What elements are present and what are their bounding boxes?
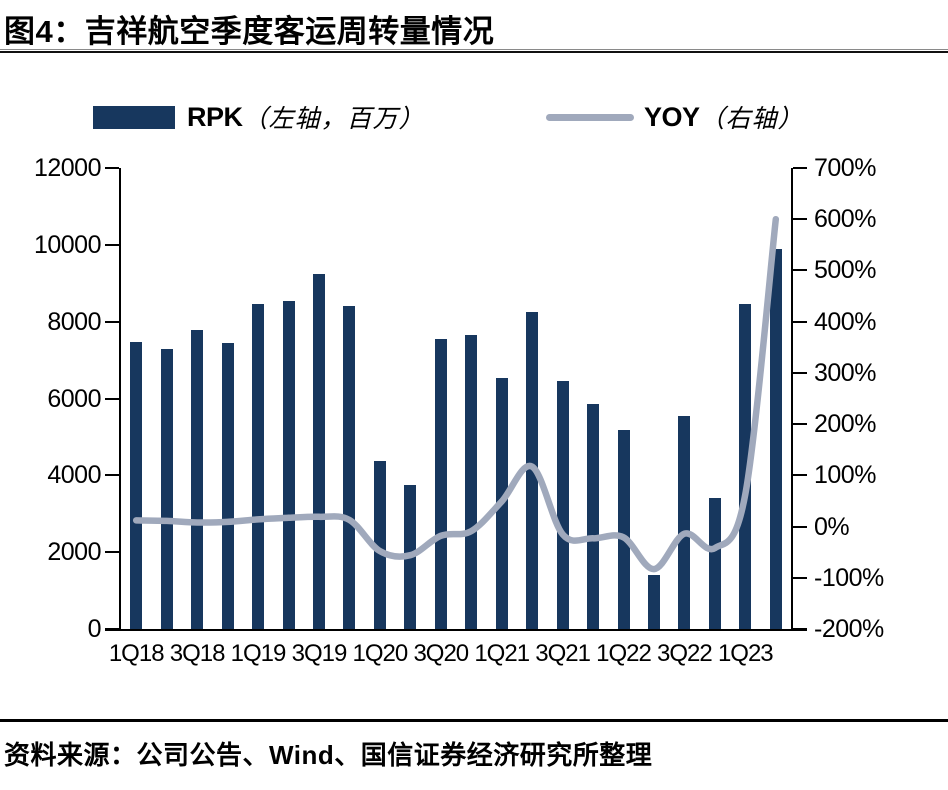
right-axis-tick-label: 300%: [814, 358, 876, 387]
rpk-bar: [434, 339, 447, 629]
footer-separator: [0, 719, 948, 722]
x-axis-tick-label: 3Q21: [535, 640, 591, 667]
yoy-line: [132, 215, 780, 573]
rpk-bar: [617, 429, 630, 629]
rpk-bar: [739, 303, 752, 629]
left-axis-tick: [105, 551, 119, 554]
x-axis-tick-label: 1Q19: [230, 640, 287, 667]
right-axis-tick: [793, 628, 807, 630]
left-axis-tick: [105, 320, 119, 323]
right-axis-tick-label: -100%: [814, 563, 884, 592]
rpk-bar: [769, 249, 782, 629]
left-axis-tick-label: 0: [87, 615, 102, 643]
left-axis-tick: [105, 397, 119, 400]
right-axis-line: [791, 168, 793, 629]
left-axis-tick-label: 2000: [47, 538, 101, 567]
rpk-bar: [465, 334, 478, 629]
left-axis-tick: [105, 474, 119, 477]
right-axis-tick: [793, 269, 807, 272]
x-axis-tick-label: 3Q20: [413, 640, 469, 667]
rpk-bar: [708, 498, 721, 629]
left-axis-tick-label: 6000: [47, 384, 101, 413]
rpk-bar: [191, 329, 204, 629]
x-axis-tick-label: 1Q22: [596, 640, 652, 667]
right-axis-tick: [793, 474, 807, 477]
rpk-bar: [678, 415, 691, 629]
right-axis-tick-label: 0%: [814, 512, 850, 541]
legend-item-rpk: RPK （左轴，百万）: [93, 101, 425, 133]
x-axis-tick-label: 1Q23: [717, 640, 774, 667]
right-axis-tick: [793, 576, 807, 579]
yoy-line-path: [132, 215, 780, 573]
right-axis-tick: [793, 167, 807, 169]
rpk-bar: [160, 348, 173, 629]
right-axis-tick-label: 600%: [814, 205, 876, 234]
left-axis-line: [119, 168, 121, 629]
right-axis-tick-label: -200%: [814, 615, 884, 643]
rpk-bar: [282, 301, 295, 629]
legend-label-yoy: YOY: [644, 101, 700, 132]
left-axis-tick-label: 10000: [33, 230, 102, 259]
right-axis-tick: [793, 320, 807, 323]
x-axis-tick-label: 3Q22: [657, 640, 713, 667]
legend-label-rpk: RPK: [187, 101, 243, 132]
left-axis-tick-label: 8000: [47, 307, 101, 336]
x-axis-tick-label: 1Q21: [474, 640, 530, 667]
right-axis-tick-label: 700%: [814, 154, 876, 182]
x-axis-line: [105, 629, 807, 631]
x-axis-tick-label: 1Q20: [352, 640, 409, 667]
left-axis-tick: [105, 167, 119, 169]
right-axis-tick-label: 100%: [814, 461, 876, 490]
rpk-bar: [556, 381, 569, 629]
left-axis-tick-label: 12000: [33, 154, 102, 182]
rpk-bar: [313, 273, 325, 629]
right-axis-tick-label: 500%: [814, 256, 876, 285]
legend-item-yoy: YOY （右轴）: [546, 101, 804, 133]
left-axis-tick: [105, 243, 119, 246]
right-axis-tick: [793, 218, 807, 221]
rpk-bar: [343, 305, 356, 629]
x-axis-tick-label: 3Q19: [291, 640, 348, 667]
title-separator: [0, 49, 948, 53]
chart-plot-area: [121, 168, 791, 629]
rpk-bar: [130, 342, 143, 629]
rpk-bar-swatch-icon: [93, 105, 175, 129]
yoy-line-swatch-icon: [546, 113, 634, 121]
rpk-bar: [373, 460, 386, 629]
right-axis-tick-label: 400%: [814, 307, 876, 336]
left-axis-tick: [105, 628, 119, 630]
right-axis-tick: [793, 371, 807, 374]
legend-qualifier-rpk: （左轴，百万）: [242, 106, 425, 133]
x-axis-tick-label: 3Q18: [169, 640, 226, 667]
rpk-bar: [221, 342, 234, 629]
rpk-bar: [252, 303, 264, 629]
rpk-bar: [648, 575, 660, 629]
source-note: 资料来源：公司公告、Wind、国信证券经济研究所整理: [4, 740, 653, 770]
rpk-bar: [587, 403, 599, 629]
right-axis-tick-label: 200%: [814, 410, 876, 439]
left-axis-tick-label: 4000: [47, 461, 101, 490]
figure-title: 图4：吉祥航空季度客运周转量情况: [4, 14, 495, 49]
right-axis-tick: [793, 423, 807, 426]
legend-qualifier-yoy: （右轴）: [699, 106, 804, 133]
right-axis-tick: [793, 525, 807, 528]
x-axis-tick-label: 1Q18: [108, 640, 165, 667]
